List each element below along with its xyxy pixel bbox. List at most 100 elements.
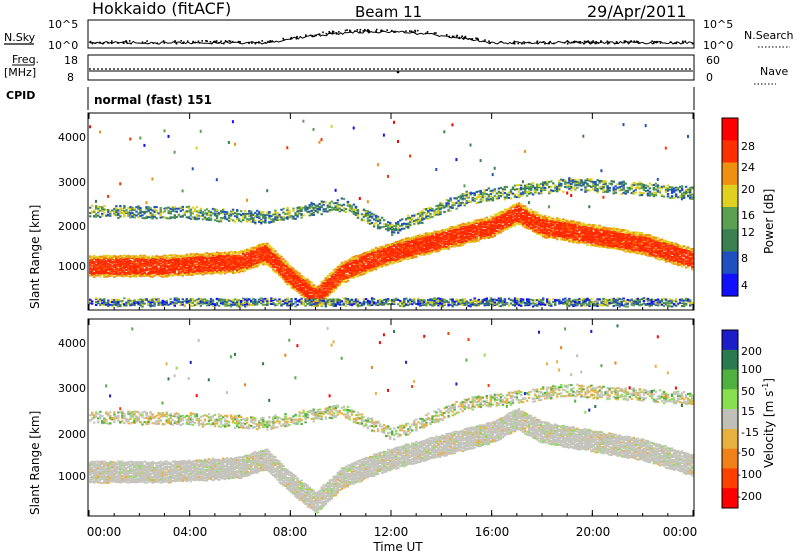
heatmap-cell (352, 208, 356, 211)
heatmap-cell (115, 212, 118, 214)
heatmap-cell (179, 256, 182, 259)
heatmap-cell (447, 227, 450, 230)
heatmap-cell (163, 262, 166, 265)
heatmap-cell (413, 219, 416, 222)
heatmap-cell (449, 229, 452, 232)
heatmap-cell (151, 273, 154, 276)
heatmap-cell (93, 273, 96, 275)
heatmap-cell (342, 277, 346, 280)
heatmap-cell (217, 212, 221, 215)
heatmap-cell (125, 209, 128, 212)
heatmap-cell (205, 213, 209, 216)
heatmap-cell (372, 262, 376, 265)
noise-dot (220, 40, 222, 43)
heatmap-cell (437, 248, 440, 251)
heatmap-cell (187, 267, 191, 270)
heatmap-cell (324, 277, 327, 280)
heatmap-cell (207, 267, 211, 270)
heatmap-cell (274, 209, 277, 212)
heatmap-cell (399, 241, 402, 244)
heatmap-cell (288, 267, 291, 270)
heatmap-cell (312, 296, 315, 299)
heatmap-cell (340, 204, 344, 207)
heatmap-cell (248, 248, 251, 251)
noise-dot (623, 40, 626, 42)
heatmap-cell (215, 262, 219, 265)
heatmap-cell (187, 273, 191, 276)
noise-dot (156, 42, 159, 44)
heatmap-cell (175, 297, 178, 300)
heatmap-cell (346, 302, 350, 305)
heatmap-cell (391, 260, 394, 263)
heatmap-cell (429, 243, 432, 246)
heatmap-cell (449, 197, 452, 200)
heatmap-cell (229, 300, 233, 303)
heatmap-cell (411, 299, 414, 302)
heatmap-cell (360, 271, 364, 274)
heatmap-cell (109, 263, 112, 266)
heatmap-cell (117, 209, 120, 212)
heatmap-cell (302, 291, 305, 294)
heatmap-cell (91, 267, 94, 270)
heatmap-cell (368, 215, 372, 218)
noise-dot (354, 30, 356, 32)
heatmap-cell (362, 267, 366, 270)
heatmap-cell (169, 254, 172, 257)
heatmap-cell (409, 256, 412, 259)
heatmap-cell (264, 242, 267, 245)
heatmap-cell (272, 213, 275, 216)
heatmap-cell (449, 235, 452, 238)
heatmap-cell (401, 248, 404, 251)
heatmap-cell (322, 293, 325, 296)
heatmap-cell (266, 248, 269, 251)
heatmap-cell (447, 242, 450, 245)
heatmap-cell (443, 298, 446, 301)
heatmap-cell (260, 301, 263, 303)
heatmap-cell (421, 301, 424, 304)
heatmap-cell (419, 299, 422, 302)
heatmap-cell (266, 259, 269, 262)
heatmap-speck (318, 140, 321, 144)
heatmap-cell (445, 237, 448, 240)
heatmap-cell (407, 247, 410, 250)
heatmap-cell (397, 244, 400, 247)
heatmap-cell (181, 273, 184, 276)
heatmap-cell (250, 260, 253, 263)
heatmap-cell (302, 303, 305, 306)
heatmap-cell (314, 290, 317, 293)
noise-dot (239, 41, 241, 43)
heatmap-cell (330, 302, 333, 305)
heatmap-cell (421, 240, 424, 243)
heatmap-cell (95, 272, 98, 275)
heatmap-cell (270, 258, 273, 261)
heatmap-cell (364, 301, 368, 304)
noise-dot (359, 30, 361, 33)
heatmap-cell (121, 262, 124, 265)
heatmap-cell (376, 261, 380, 264)
heatmap-cell (455, 226, 458, 229)
heatmap-cell (141, 262, 144, 265)
heatmap-cell (338, 210, 342, 213)
heatmap-cell (113, 259, 116, 262)
heatmap-cell (362, 303, 366, 306)
heatmap-cell (314, 206, 317, 209)
heatmap-cell (403, 300, 406, 302)
heatmap-cell (395, 227, 398, 230)
heatmap-cell (407, 238, 410, 241)
heatmap-cell (137, 205, 140, 208)
heatmap-cell (378, 298, 382, 301)
heatmap-cell (236, 216, 239, 219)
heatmap-cell (149, 304, 152, 307)
heatmap-cell (238, 302, 241, 304)
heatmap-cell (403, 247, 406, 250)
heatmap-cell (101, 214, 104, 216)
heatmap-cell (348, 299, 352, 302)
heatmap-cell (207, 271, 211, 274)
heatmap-cell (145, 273, 148, 275)
heatmap-cell (423, 243, 426, 246)
heatmap-cell (282, 277, 285, 280)
heatmap-cell (125, 269, 128, 271)
heatmap-cell (161, 275, 164, 278)
heatmap-cell (425, 250, 428, 253)
heatmap-cell (328, 278, 331, 281)
